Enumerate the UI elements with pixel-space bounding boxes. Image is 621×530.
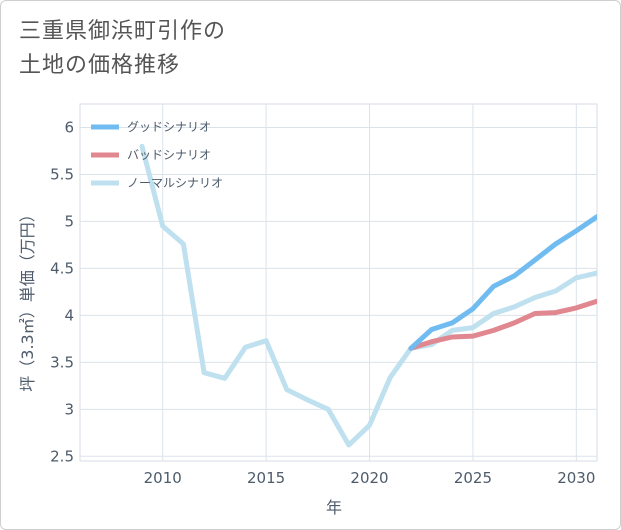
x-tick-label: 2015: [247, 469, 285, 487]
x-tick-label: 2010: [144, 469, 182, 487]
grid-lines: [80, 104, 597, 461]
y-axis-title: 坪（3.3㎡）単価（万円）: [18, 206, 37, 391]
plot-area: [79, 103, 598, 462]
chart-title: 三重県御浜町引作の 土地の価格推移: [19, 19, 227, 78]
y-tick-label: 3: [64, 400, 74, 418]
x-axis-title: 年: [326, 498, 342, 517]
x-tick-label: 2020: [350, 469, 388, 487]
x-tick-label: 2030: [557, 469, 595, 487]
y-tick-label: 6: [64, 118, 74, 136]
legend-label: ノーマルシナリオ: [127, 176, 223, 190]
legend-label: グッドシナリオ: [127, 120, 211, 134]
series-line-1: [408, 298, 597, 351]
x-tick-label: 2025: [454, 469, 492, 487]
y-tick-label: 5.5: [50, 165, 74, 183]
series-line-0: [408, 214, 597, 351]
y-tick-labels: 2.5 3 3.5 4 4.5 5 5.5 6: [50, 118, 74, 465]
series-lines: [139, 143, 597, 448]
y-tick-label: 4.5: [50, 259, 74, 277]
y-tick-label: 2.5: [50, 447, 74, 465]
legend-label: バッドシナリオ: [127, 148, 211, 162]
y-tick-label: 3.5: [50, 353, 74, 371]
y-tick-label: 4: [64, 306, 74, 324]
y-tick-label: 5: [64, 212, 74, 230]
series-line-2: [139, 143, 597, 448]
x-tick-labels: 2010 2015 2020 2025 2030: [144, 469, 596, 487]
